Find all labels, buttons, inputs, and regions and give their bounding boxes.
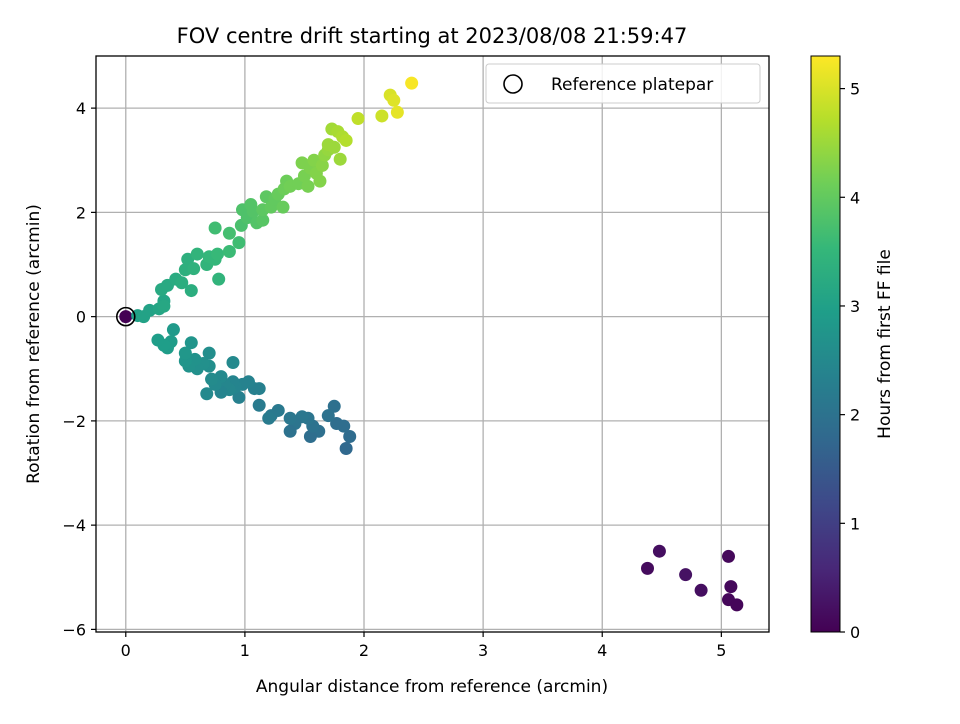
plot-frame bbox=[95, 55, 770, 633]
data-point bbox=[339, 133, 353, 147]
y-tick-label: −4 bbox=[62, 516, 86, 535]
colorbar-ticks: 0 1 2 3 4 5 bbox=[840, 80, 860, 642]
data-point bbox=[303, 430, 317, 444]
data-point bbox=[641, 561, 655, 575]
x-tick-label: 5 bbox=[716, 641, 726, 660]
y-tick-label: 2 bbox=[76, 203, 86, 222]
colorbar-tick-label: 4 bbox=[850, 188, 860, 207]
data-point bbox=[212, 272, 226, 286]
colorbar-tick-label: 1 bbox=[850, 514, 860, 533]
data-point bbox=[694, 583, 708, 597]
data-point bbox=[256, 213, 270, 227]
y-tick-label: 0 bbox=[76, 308, 86, 327]
data-point bbox=[652, 544, 666, 558]
data-point bbox=[232, 390, 246, 404]
data-point bbox=[210, 247, 224, 261]
data-point bbox=[327, 399, 341, 413]
data-point bbox=[187, 262, 201, 276]
data-point bbox=[730, 598, 744, 612]
x-tick-label: 4 bbox=[597, 641, 607, 660]
colorbar-tick-label: 0 bbox=[850, 623, 860, 642]
y-axis-label: Rotation from reference (arcmin) bbox=[24, 204, 44, 484]
data-point bbox=[679, 568, 693, 582]
colorbar bbox=[810, 55, 841, 633]
data-point bbox=[166, 323, 180, 337]
reference-platepar-marker bbox=[115, 306, 136, 327]
data-point bbox=[387, 93, 401, 107]
data-point bbox=[222, 244, 236, 258]
data-point bbox=[190, 247, 204, 261]
data-point bbox=[184, 336, 198, 350]
data-point bbox=[202, 346, 216, 360]
data-point bbox=[157, 299, 171, 313]
data-point bbox=[315, 158, 329, 172]
x-tick-label: 3 bbox=[478, 641, 488, 660]
data-point bbox=[175, 276, 189, 290]
data-points bbox=[119, 76, 744, 612]
data-point bbox=[119, 310, 133, 324]
data-point bbox=[208, 221, 222, 235]
data-point bbox=[333, 152, 347, 166]
data-point bbox=[724, 580, 738, 594]
data-point bbox=[722, 549, 736, 563]
data-point bbox=[283, 424, 297, 438]
grid-lines bbox=[96, 56, 769, 632]
data-point bbox=[181, 252, 195, 266]
data-point bbox=[143, 303, 157, 317]
chart-title: FOV centre drift starting at 2023/08/08 … bbox=[177, 24, 688, 48]
colorbar-tick-label: 5 bbox=[850, 80, 860, 99]
data-point bbox=[262, 411, 276, 425]
data-point bbox=[222, 226, 236, 240]
y-tick-label: −6 bbox=[62, 620, 86, 639]
data-point bbox=[301, 179, 315, 193]
data-point bbox=[246, 204, 260, 218]
colorbar-tick-label: 3 bbox=[850, 297, 860, 316]
y-tick-label: 4 bbox=[76, 99, 86, 118]
y-axis-ticks: −6 −4 −2 0 2 4 bbox=[62, 99, 96, 639]
data-point bbox=[200, 387, 214, 401]
legend-reference-marker bbox=[503, 74, 523, 94]
data-point bbox=[343, 430, 357, 444]
data-point bbox=[226, 356, 240, 370]
data-point bbox=[375, 109, 389, 123]
data-point bbox=[276, 200, 290, 214]
data-point bbox=[252, 398, 266, 412]
x-tick-label: 0 bbox=[121, 641, 131, 660]
data-point bbox=[405, 76, 419, 90]
x-tick-label: 1 bbox=[240, 641, 250, 660]
data-point bbox=[351, 112, 365, 126]
data-point bbox=[339, 442, 353, 456]
x-tick-label: 2 bbox=[359, 641, 369, 660]
data-point bbox=[184, 284, 198, 298]
data-point bbox=[390, 105, 404, 119]
legend: Reference platepar bbox=[485, 63, 761, 104]
data-point bbox=[283, 411, 297, 425]
data-point bbox=[327, 140, 341, 154]
reference-marker-layer bbox=[115, 306, 136, 327]
data-point bbox=[178, 346, 192, 360]
y-tick-label: −2 bbox=[62, 412, 86, 431]
legend-box bbox=[485, 63, 761, 104]
data-point bbox=[232, 236, 246, 250]
data-point bbox=[313, 174, 327, 188]
colorbar-label: Hours from first FF file bbox=[875, 249, 895, 439]
data-point bbox=[151, 333, 165, 347]
data-point bbox=[205, 372, 219, 386]
data-point bbox=[330, 416, 344, 430]
x-axis-ticks: 0 1 2 3 4 5 bbox=[121, 632, 726, 660]
data-point bbox=[321, 409, 335, 423]
legend-entry-reference: Reference platepar bbox=[551, 75, 713, 95]
colorbar-tick-label: 2 bbox=[850, 406, 860, 425]
x-axis-label: Angular distance from reference (arcmin) bbox=[256, 677, 608, 697]
